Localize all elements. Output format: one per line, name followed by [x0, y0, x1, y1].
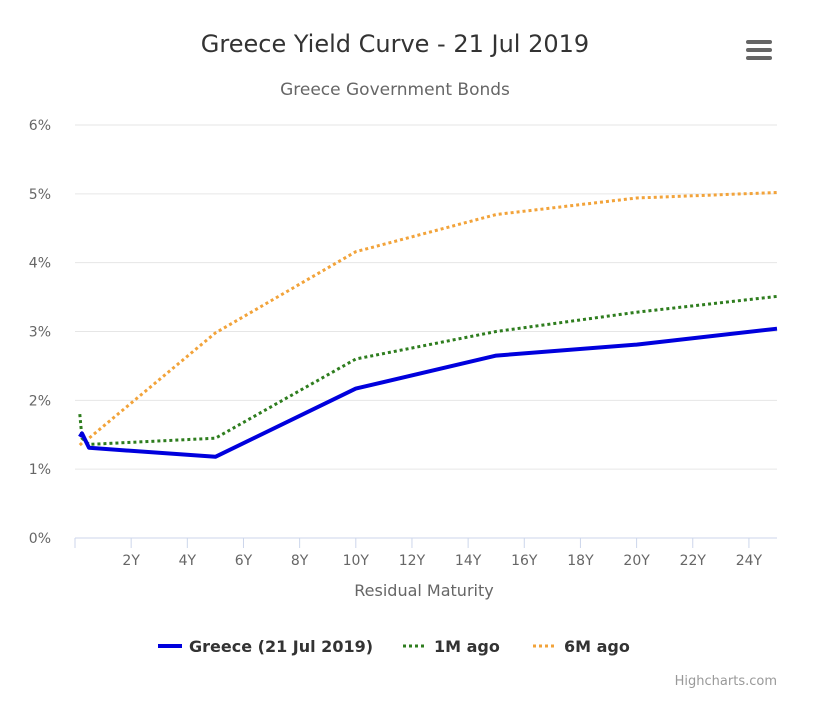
- legend-item[interactable]: Greece (21 Jul 2019): [189, 637, 373, 656]
- x-tick-label: 16Y: [511, 553, 538, 569]
- x-tick-label: 12Y: [399, 553, 426, 569]
- x-tick-label: 10Y: [343, 553, 370, 569]
- y-axis-ticks: 0% 1% 2% 3% 4% 5% 6%: [29, 118, 51, 547]
- x-tick-label: 20Y: [623, 553, 650, 569]
- x-axis-title: Residual Maturity: [354, 581, 493, 600]
- x-tick-label: 18Y: [567, 553, 594, 569]
- y-tick-label: 0%: [29, 531, 51, 547]
- series-line-greece-21-jul-2019: [78, 326, 778, 459]
- series-lines: [78, 191, 778, 459]
- chart-title: Greece Yield Curve - 21 Jul 2019: [201, 30, 589, 58]
- x-tick-label: 2Y: [122, 553, 140, 569]
- y-tick-label: 3%: [29, 325, 51, 341]
- legend-item[interactable]: 6M ago: [564, 637, 630, 656]
- x-axis-ticks: 2Y 4Y 6Y 8Y 10Y 12Y 14Y 16Y 18Y 20Y 22Y 24Y: [74, 538, 763, 569]
- y-tick-label: 5%: [29, 187, 51, 203]
- hamburger-menu-icon[interactable]: [746, 40, 772, 60]
- series-line-6m-ago: [78, 191, 778, 447]
- credits-link[interactable]: Highcharts.com: [675, 674, 777, 689]
- legend: Greece (21 Jul 2019) 1M ago 6M ago: [158, 637, 630, 656]
- legend-item[interactable]: 1M ago: [434, 637, 500, 656]
- x-tick-label: 22Y: [680, 553, 707, 569]
- grid-lines: [75, 124, 777, 470]
- x-tick-label: 8Y: [291, 553, 309, 569]
- y-tick-label: 2%: [29, 393, 51, 409]
- y-tick-label: 4%: [29, 256, 51, 272]
- x-tick-label: 24Y: [736, 553, 763, 569]
- y-tick-label: 6%: [29, 118, 51, 134]
- x-tick-label: 14Y: [455, 553, 482, 569]
- x-tick-label: 4Y: [179, 553, 197, 569]
- chart-subtitle: Greece Government Bonds: [280, 80, 510, 100]
- x-tick-label: 6Y: [235, 553, 253, 569]
- y-tick-label: 1%: [29, 462, 51, 478]
